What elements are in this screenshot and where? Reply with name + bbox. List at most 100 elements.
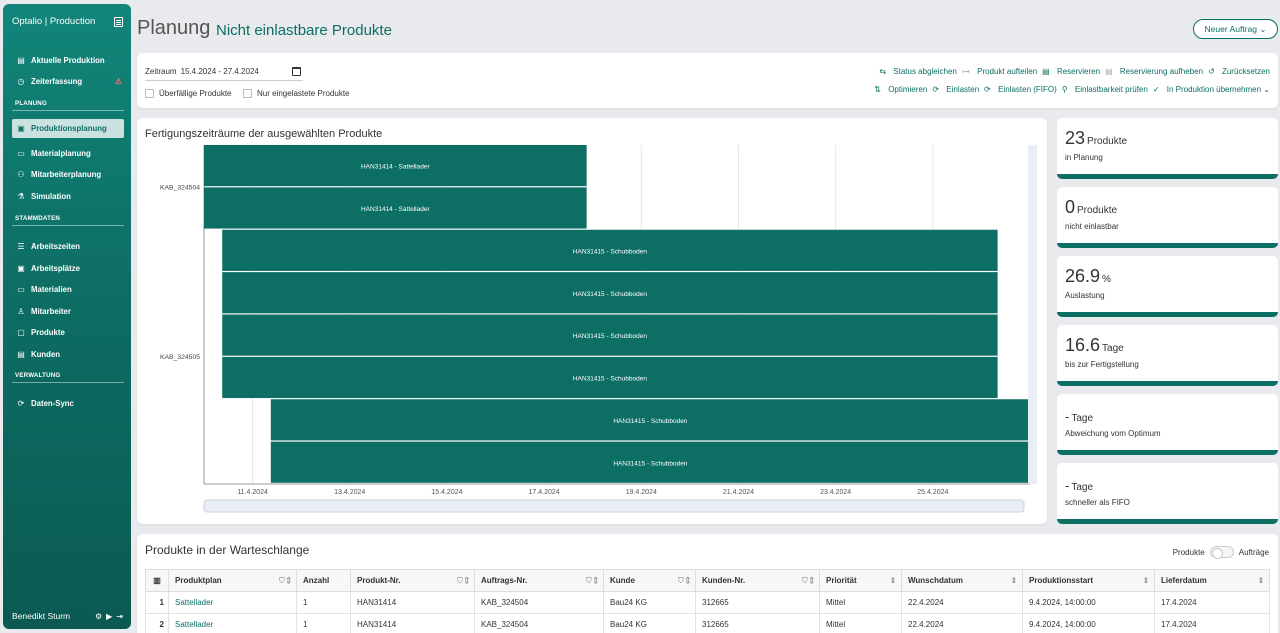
zeitraum-field[interactable]: Zeitraum 15.4.2024 - 27.4.2024 — [145, 67, 259, 76]
sidebar-item-daten-sync[interactable]: ⟳ Daten-Sync — [3, 393, 131, 414]
sidebar-item-aktuelle-produktion[interactable]: ▤ Aktuelle Produktion — [3, 50, 131, 71]
video-icon[interactable]: ▶ — [106, 612, 113, 621]
sync-icon: ⟳ — [17, 399, 25, 408]
sidebar-item-label: Materialien — [31, 285, 72, 294]
sort-icon[interactable]: ⇕ — [889, 576, 896, 585]
sidebar-item-materialplanung[interactable]: ▭ Materialplanung — [3, 143, 131, 164]
filter-sort-icon[interactable]: ⛉ ⇕ — [802, 576, 814, 585]
product-icon: ▢ — [17, 328, 25, 337]
checkbox-box[interactable] — [145, 89, 154, 98]
column-header[interactable]: Kunde ⛉ ⇕ — [603, 569, 696, 592]
sort-icon[interactable]: ⇕ — [1010, 576, 1017, 585]
notes-icon[interactable] — [114, 16, 123, 27]
table-row[interactable]: 2 Sattellader 1 HAN31414 KAB_324504 Bau2… — [145, 613, 1270, 633]
column-header[interactable]: Produktplan ⛉ ⇕ — [168, 569, 297, 592]
column-header[interactable]: Lieferdatum ⇕ — [1154, 569, 1270, 592]
group-label: KAB_324504 — [160, 184, 200, 191]
kpi-label: Abweichung vom Optimum — [1065, 429, 1161, 438]
filter-sort-icon[interactable]: ⛉ ⇕ — [279, 576, 291, 585]
kpi-label: schneller als FIFO — [1065, 498, 1130, 507]
optimize-button[interactable]: ⇅ Optimieren — [874, 85, 928, 94]
column-header[interactable]: Priorität ⇕ — [819, 569, 902, 592]
sort-icon[interactable]: ⇕ — [1257, 576, 1264, 585]
column-label: Produkt-Nr. — [357, 576, 401, 585]
sidebar-item-label: Produktionsplanung — [31, 124, 107, 133]
sidebar-item-simulation[interactable]: ⚗ Simulation — [3, 186, 131, 207]
gantt-bar-label: HAN31415 - Schubboden — [573, 248, 647, 255]
kpi-label: in Planung — [1065, 153, 1103, 162]
sidebar-item-produktionsplanung[interactable]: ▣ Produktionsplanung — [12, 119, 124, 138]
sidebar-item-mitarbeiterplanung[interactable]: ⚇ Mitarbeiterplanung — [3, 164, 131, 185]
gantt-bar — [204, 187, 587, 229]
reserve-button[interactable]: ▤ Reservieren — [1042, 67, 1101, 76]
sidebar-item-produkte[interactable]: ▢ Produkte — [3, 322, 131, 343]
sidebar-item-arbeitszeiten[interactable]: ☰ Arbeitszeiten — [3, 236, 131, 257]
cell-prioritaet: Mittel — [819, 613, 902, 633]
calendar-icon[interactable] — [292, 67, 301, 76]
cell-kunden-nr: 312665 — [695, 591, 820, 614]
cell-produktionsstart: 9.4.2024, 14:00:00 — [1022, 613, 1155, 633]
x-tick-label: 25.4.2024 — [917, 489, 948, 496]
column-header[interactable]: Kunden-Nr. ⛉ ⇕ — [695, 569, 820, 592]
sidebar-item-arbeitsplaetze[interactable]: ▣ Arbeitsplätze — [3, 258, 131, 279]
load-button[interactable]: ⟳ Einlasten — [932, 85, 980, 94]
products-orders-toggle[interactable]: Produkte Aufträge — [1173, 546, 1269, 559]
reset-button[interactable]: ↺ Zurücksetzen — [1208, 67, 1270, 76]
column-header[interactable]: Auftrags-Nr. ⛉ ⇕ — [474, 569, 604, 592]
zeitraum-value[interactable]: 15.4.2024 - 27.4.2024 — [180, 67, 259, 76]
chart-title: Fertigungszeiträume der ausgewählten Pro… — [145, 128, 383, 140]
sidebar-item-kunden[interactable]: ▤ Kunden — [3, 344, 131, 365]
x-tick-label: 13.4.2024 — [334, 489, 365, 496]
filter-sort-icon[interactable]: ⛉ ⇕ — [586, 576, 598, 585]
overdue-checkbox[interactable]: Überfällige Produkte — [145, 89, 231, 98]
split-product-button[interactable]: ⊶ Produkt aufteilen — [961, 67, 1038, 76]
kpi-number: - — [1065, 409, 1070, 424]
kpi-value: 16.6 Tage — [1065, 335, 1124, 356]
kpi-number: 0 — [1065, 197, 1076, 217]
load-fifo-button[interactable]: ⟳ Einlasten (FIFO) — [984, 85, 1057, 94]
simulation-icon: ⚗ — [17, 192, 25, 201]
toggle-switch[interactable] — [1209, 546, 1234, 559]
sidebar-item-mitarbeiter[interactable]: ♙ Mitarbeiter — [3, 301, 131, 322]
reserve-label: Reservieren — [1056, 67, 1101, 76]
checkbox-box[interactable] — [243, 89, 252, 98]
kpi-unit: Tage — [1071, 413, 1094, 424]
box-icon: ▭ — [17, 285, 25, 294]
sidebar-item-label: Mitarbeiter — [31, 307, 71, 316]
filter-sort-icon[interactable]: ⛉ ⇕ — [678, 576, 690, 585]
filter-sort-icon[interactable]: ⛉ ⇕ — [457, 576, 469, 585]
sidebar-item-materialien[interactable]: ▭ Materialien — [3, 279, 131, 300]
logout-icon[interactable]: ⇥ — [116, 612, 123, 621]
new-order-button[interactable]: Neuer Auftrag ⌄ — [1193, 19, 1278, 39]
kpi-card: - Tage Abweichung vom Optimum — [1057, 394, 1278, 455]
sidebar-item-zeiterfassung[interactable]: ◷ Zeiterfassung ⚠ — [3, 71, 131, 92]
table-row[interactable]: 1 Sattellader 1 HAN31414 KAB_324504 Bau2… — [145, 591, 1270, 614]
product-plan-link[interactable]: Sattellader — [168, 591, 297, 614]
column-header[interactable]: Produkt-Nr. ⛉ ⇕ — [350, 569, 475, 592]
column-header[interactable]: Produktionsstart ⇕ — [1022, 569, 1155, 592]
kpi-value: - Tage — [1065, 409, 1093, 424]
column-header[interactable]: Anzahl — [296, 569, 351, 592]
load-label: Einlasten — [946, 85, 980, 94]
status-sync-button[interactable]: ⇆ Status abgleichen — [879, 67, 957, 76]
cell-produkt-nr: HAN31414 — [350, 591, 475, 614]
columns-icon[interactable]: ▥ — [153, 576, 161, 585]
section-verwaltung: VERWALTUNG — [15, 372, 61, 379]
reset-label: Zurücksetzen — [1221, 67, 1270, 76]
unreserve-button[interactable]: ▤ Reservierung aufheben — [1105, 67, 1204, 76]
product-plan-link[interactable]: Sattellader — [168, 613, 297, 633]
take-over-button[interactable]: ✓ In Produktion übernehmen ⌄ — [1152, 85, 1270, 94]
check-loadability-button[interactable]: ⚲ Einlastbarkeit prüfen — [1061, 85, 1148, 94]
kpi-number: - — [1065, 478, 1070, 493]
row-index: 2 — [145, 613, 169, 633]
column-label: Kunde — [610, 576, 635, 585]
gantt-bar — [204, 145, 587, 187]
x-tick-label: 15.4.2024 — [431, 489, 462, 496]
column-chooser[interactable]: ▥ — [145, 569, 169, 592]
column-header[interactable]: Wunschdatum ⇕ — [901, 569, 1023, 592]
sort-icon[interactable]: ⇕ — [1142, 576, 1149, 585]
only-loaded-checkbox[interactable]: Nur eingelastete Produkte — [243, 89, 350, 98]
settings-icon[interactable]: ⚙ — [94, 612, 103, 621]
divider — [12, 110, 124, 111]
toggle-right-label: Aufträge — [1238, 547, 1269, 557]
